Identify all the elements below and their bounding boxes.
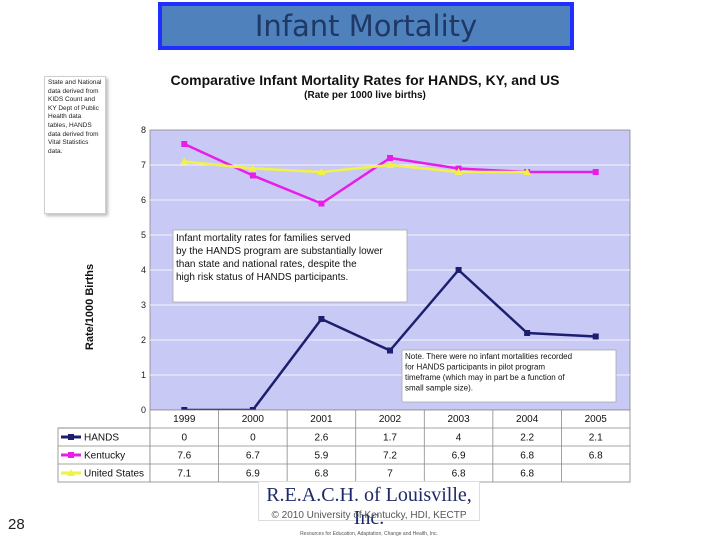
annotation-text: Note. There were no infant mortalities r…	[405, 352, 572, 393]
data-point	[248, 164, 257, 172]
legend-marker	[68, 452, 74, 458]
x-tick-label: 2001	[310, 414, 333, 425]
annotation-line: Infant mortality rates for families serv…	[176, 233, 351, 244]
x-tick-label: 2005	[585, 414, 608, 425]
x-tick-label: 1999	[173, 414, 196, 425]
annotation-line: than state and national rates, despite t…	[176, 259, 357, 270]
annotation-line: for HANDS participants in pilot program	[405, 363, 545, 372]
data-label: 7.6	[177, 451, 191, 462]
annotation-box	[401, 349, 617, 403]
legend-label: United States	[84, 469, 144, 480]
y-tick-label: 2	[141, 335, 146, 345]
data-point	[317, 168, 326, 175]
data-label: 6.8	[314, 469, 328, 480]
data-point	[386, 161, 394, 168]
annotation-line: small sample size).	[405, 384, 473, 393]
data-point	[523, 168, 532, 175]
data-label: 6.9	[246, 469, 260, 480]
series-line-united-states	[184, 160, 528, 174]
data-label: 2.2	[520, 433, 534, 444]
data-label: 7.2	[383, 451, 397, 462]
reach-logo: R.E.A.C.H. of Louisville, Inc. Resources…	[258, 481, 480, 537]
x-tick-label: 2003	[447, 414, 470, 425]
annotation-line: by the HANDS program are substantially l…	[176, 246, 383, 257]
data-label: 6.8	[520, 451, 534, 462]
slide-title-bar: Infant Mortality	[158, 2, 574, 50]
legend-label: Kentucky	[84, 451, 125, 462]
data-label: 5.9	[314, 451, 328, 462]
y-tick-label: 3	[141, 300, 146, 310]
data-label: 2.6	[314, 433, 328, 444]
source-note: State and National data derived from KID…	[44, 76, 106, 214]
data-point	[318, 316, 325, 322]
data-point	[249, 172, 256, 179]
data-label: 1.7	[383, 433, 397, 444]
data-label: 0	[250, 433, 256, 444]
data-point	[524, 330, 531, 336]
data-label: 6.8	[589, 451, 603, 462]
legend-marker	[67, 469, 75, 476]
data-point	[181, 141, 188, 147]
legend-label: HANDS	[84, 433, 119, 444]
page-number: 28	[8, 516, 25, 533]
y-tick-label: 6	[141, 195, 146, 205]
annotation-line: high risk status of HANDS participants.	[176, 272, 348, 283]
slide-title: Infant Mortality	[254, 9, 478, 43]
y-tick-label: 4	[141, 265, 146, 275]
data-label: 7	[387, 469, 393, 480]
logo-text: R.E.A.C.H. of Louisville, Inc.	[266, 484, 472, 529]
data-label: 4	[456, 433, 462, 444]
data-point	[592, 333, 599, 340]
data-label: 0	[182, 433, 188, 444]
chart-heading: Comparative Infant Mortality Rates for H…	[150, 72, 580, 101]
annotation-line: Note. There were no infant mortalities r…	[405, 352, 572, 361]
x-tick-label: 2004	[516, 414, 539, 425]
y-tick-label: 1	[141, 370, 146, 380]
copyright: © 2010 University of Kentucky, HDI, KECT…	[271, 510, 467, 521]
x-tick-label: 2000	[242, 414, 265, 425]
annotation-line: timeframe (which may in part be a functi…	[405, 373, 565, 382]
y-tick-label: 8	[141, 125, 146, 135]
data-label: 6.7	[246, 451, 260, 462]
data-point	[454, 168, 463, 175]
x-tick-label: 2002	[379, 414, 402, 425]
data-point	[180, 157, 189, 165]
data-label: 6.8	[452, 469, 466, 480]
data-point	[455, 267, 462, 273]
data-point	[387, 155, 393, 161]
data-label: 7.1	[177, 469, 191, 480]
chart-title: Comparative Infant Mortality Rates for H…	[170, 72, 560, 88]
data-label: 6.8	[520, 469, 534, 480]
data-label: 6.9	[452, 451, 466, 462]
y-tick-label: 5	[141, 230, 146, 240]
chart-subtitle: (Rate per 1000 live births)	[304, 90, 426, 101]
annotation-box	[172, 229, 408, 303]
y-tick-label: 0	[141, 405, 146, 415]
data-point	[318, 200, 325, 207]
y-axis-label: Rate/1000 Births	[84, 264, 96, 350]
logo-tagline: Resources for Education, Adaptation, Cha…	[300, 531, 438, 537]
annotation-text: Infant mortality rates for families serv…	[176, 233, 383, 283]
legend-marker	[68, 434, 74, 440]
y-tick-label: 7	[141, 160, 146, 170]
data-point	[592, 169, 599, 175]
data-point	[387, 347, 393, 354]
data-label: 2.1	[589, 433, 603, 444]
